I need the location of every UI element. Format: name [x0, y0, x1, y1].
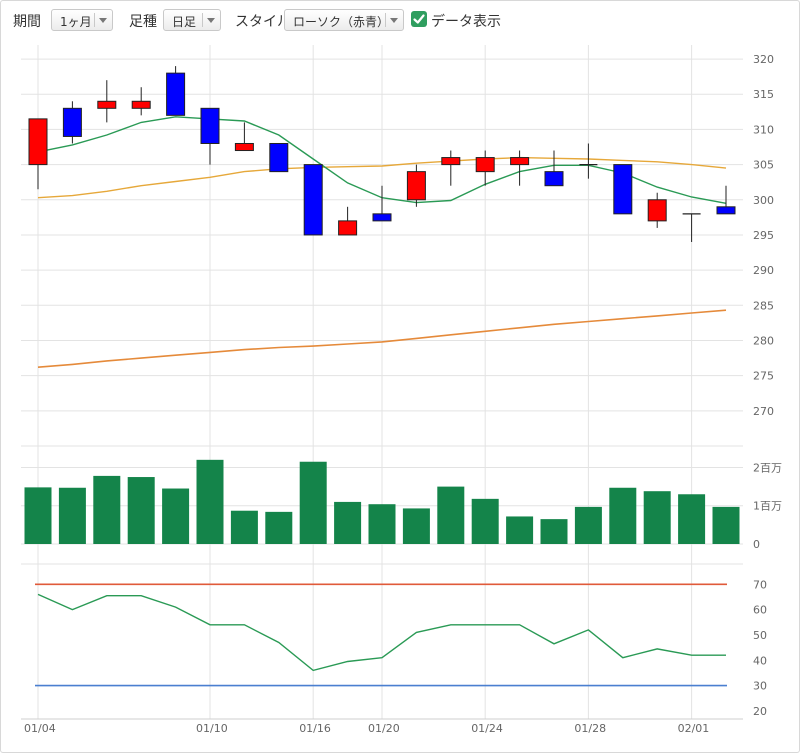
volume-tick-label: 1百万: [753, 500, 782, 513]
price-tick-label: 305: [753, 159, 774, 172]
volume-bar: [540, 519, 568, 544]
divider: [94, 13, 95, 27]
price-tick-label: 320: [753, 53, 774, 66]
oscillator-tick-label: 30: [753, 680, 767, 693]
volume-bar: [437, 486, 465, 544]
price-tick-label: 280: [753, 334, 774, 347]
date-tick-label: 01/16: [299, 722, 331, 735]
candle-body: [269, 142, 289, 173]
volume-tick-label: 2百万: [753, 461, 782, 474]
volume-bar: [609, 487, 637, 544]
candle-body: [338, 220, 358, 236]
oscillator-panel: [35, 583, 727, 687]
divider: [202, 13, 203, 27]
price-tick-label: 300: [753, 194, 774, 207]
data-display-label: データ表示: [431, 14, 501, 30]
moving-average-long-line: [37, 309, 727, 368]
volume-bar: [402, 508, 430, 544]
candle-body: [441, 157, 461, 166]
period-select[interactable]: 1ヶ月: [51, 9, 113, 31]
chevron-down-icon: [207, 18, 215, 23]
oscillator-tick-label: 40: [753, 654, 767, 667]
candle-body: [372, 213, 392, 222]
volume-bar: [127, 477, 155, 544]
candle-body: [28, 118, 48, 166]
candle-body: [200, 107, 220, 144]
divider: [385, 13, 386, 27]
volume-panel: [24, 459, 740, 544]
date-tick-label: 02/01: [678, 722, 710, 735]
volume-bar: [299, 461, 327, 544]
moving-average-medium-line: [37, 156, 727, 199]
volume-bar: [93, 475, 121, 544]
oscillator-tick-label: 50: [753, 629, 767, 642]
bar-type-value: 日足: [172, 15, 197, 29]
checkmark-icon: [413, 14, 425, 24]
chevron-down-icon: [99, 18, 107, 23]
volume-bar: [162, 488, 190, 544]
price-tick-label: 285: [753, 299, 774, 312]
price-tick-label: 295: [753, 229, 774, 242]
volume-bar: [678, 494, 706, 544]
price-tick-label: 275: [753, 370, 774, 383]
volume-bar: [230, 510, 258, 544]
volume-bar: [368, 504, 396, 544]
volume-bar: [196, 459, 224, 544]
price-tick-label: 315: [753, 88, 774, 101]
candle-body: [166, 72, 186, 116]
price-tick-label: 270: [753, 405, 774, 418]
volume-bar: [265, 511, 293, 544]
date-tick-label: 01/24: [471, 722, 503, 735]
candle-body: [647, 199, 667, 222]
candle-body: [234, 142, 254, 152]
grid-lines: [21, 45, 743, 720]
candle-body: [62, 107, 82, 137]
price-tick-label: 290: [753, 264, 774, 277]
candle-body: [131, 100, 151, 109]
date-tick-label: 01/10: [196, 722, 228, 735]
volume-bar: [58, 487, 86, 544]
period-value: 1ヶ月: [60, 15, 92, 29]
volume-bar: [334, 501, 362, 544]
candle-body: [510, 157, 530, 166]
date-tick-label: 01/28: [574, 722, 606, 735]
volume-bar: [24, 487, 52, 544]
candle-body: [406, 171, 426, 201]
oscillator-tick-label: 60: [753, 604, 767, 617]
candle-body: [716, 206, 736, 215]
price-panel: [28, 66, 736, 368]
data-display-checkbox[interactable]: [411, 11, 427, 27]
style-value: ローソク（赤青）: [293, 15, 390, 29]
bar-type-label: 足種: [129, 14, 157, 30]
candle-body: [97, 100, 117, 109]
chart-toolbar: 期間 1ヶ月 足種 日足 スタイル ローソク（赤青） データ表示: [1, 1, 799, 39]
volume-bar: [471, 498, 499, 544]
oscillator-line: [37, 593, 726, 672]
volume-bar: [712, 506, 740, 544]
volume-bar: [506, 516, 534, 544]
style-label: スタイル: [235, 14, 291, 30]
volume-bar: [574, 506, 602, 544]
chevron-down-icon: [390, 18, 398, 23]
volume-tick-label: 0: [753, 538, 760, 551]
oscillator-tick-label: 70: [753, 578, 767, 591]
candle-body: [475, 157, 495, 173]
candle-body: [544, 171, 564, 187]
style-select[interactable]: ローソク（赤青）: [284, 9, 404, 31]
axis-labels: 3203153103053002952902852802752702百万1百万0…: [24, 53, 782, 735]
date-tick-label: 01/20: [368, 722, 400, 735]
oscillator-tick-label: 20: [753, 705, 767, 718]
volume-bar: [643, 491, 671, 544]
candle-body: [303, 164, 323, 236]
price-tick-label: 310: [753, 123, 774, 136]
bar-type-select[interactable]: 日足: [163, 9, 221, 31]
period-label: 期間: [13, 14, 41, 30]
candle-body: [613, 164, 633, 215]
date-tick-label: 01/04: [24, 722, 56, 735]
